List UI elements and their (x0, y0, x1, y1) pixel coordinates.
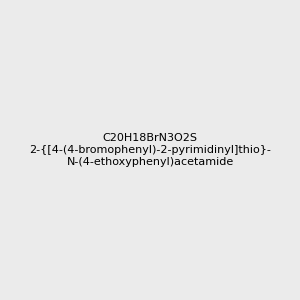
Text: C20H18BrN3O2S
2-{[4-(4-bromophenyl)-2-pyrimidinyl]thio}-
N-(4-ethoxyphenyl)aceta: C20H18BrN3O2S 2-{[4-(4-bromophenyl)-2-py… (29, 134, 271, 166)
